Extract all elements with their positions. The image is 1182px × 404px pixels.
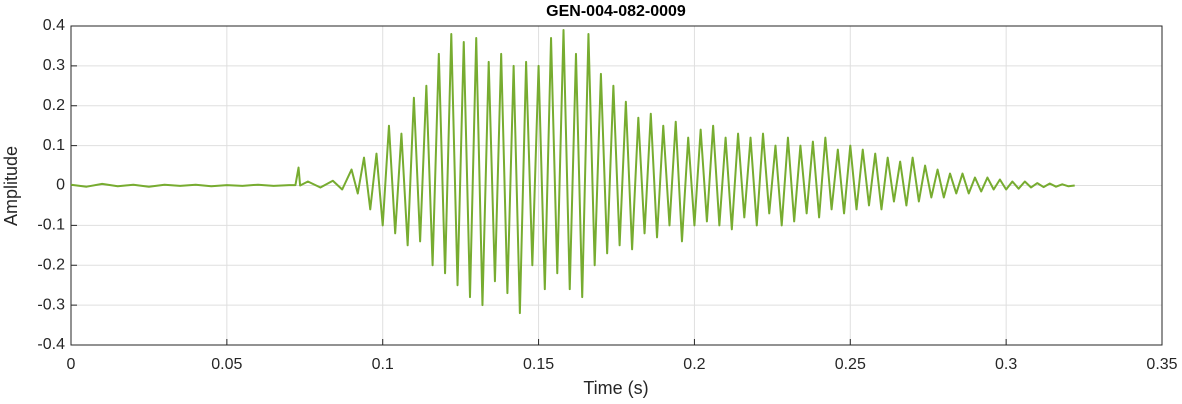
y-tick-label: 0.1 xyxy=(43,137,65,154)
x-tick-label: 0.25 xyxy=(835,356,866,373)
x-tick-label: 0.35 xyxy=(1146,356,1177,373)
x-tick-label: 0.2 xyxy=(683,356,705,373)
y-tick-label: -0.3 xyxy=(37,296,65,313)
y-tick-label: 0.4 xyxy=(43,17,65,34)
x-tick-label: 0.1 xyxy=(372,356,394,373)
x-axis-label: Time (s) xyxy=(583,378,648,398)
y-tick-label: 0.2 xyxy=(43,97,65,114)
x-tick-label: 0.05 xyxy=(211,356,242,373)
y-tick-label: -0.4 xyxy=(37,336,65,353)
y-axis-label: Amplitude xyxy=(1,146,21,226)
y-tick-label: 0.3 xyxy=(43,57,65,74)
y-tick-label: -0.1 xyxy=(37,217,65,234)
chart-title: GEN-004-082-0009 xyxy=(546,3,686,20)
x-tick-label: 0 xyxy=(67,356,76,373)
y-tick-label: 0 xyxy=(56,177,65,194)
y-tick-label: -0.2 xyxy=(37,256,65,273)
waveform-line xyxy=(70,28,1075,315)
x-tick-label: 0.3 xyxy=(995,356,1017,373)
x-tick-label: 0.15 xyxy=(523,356,554,373)
